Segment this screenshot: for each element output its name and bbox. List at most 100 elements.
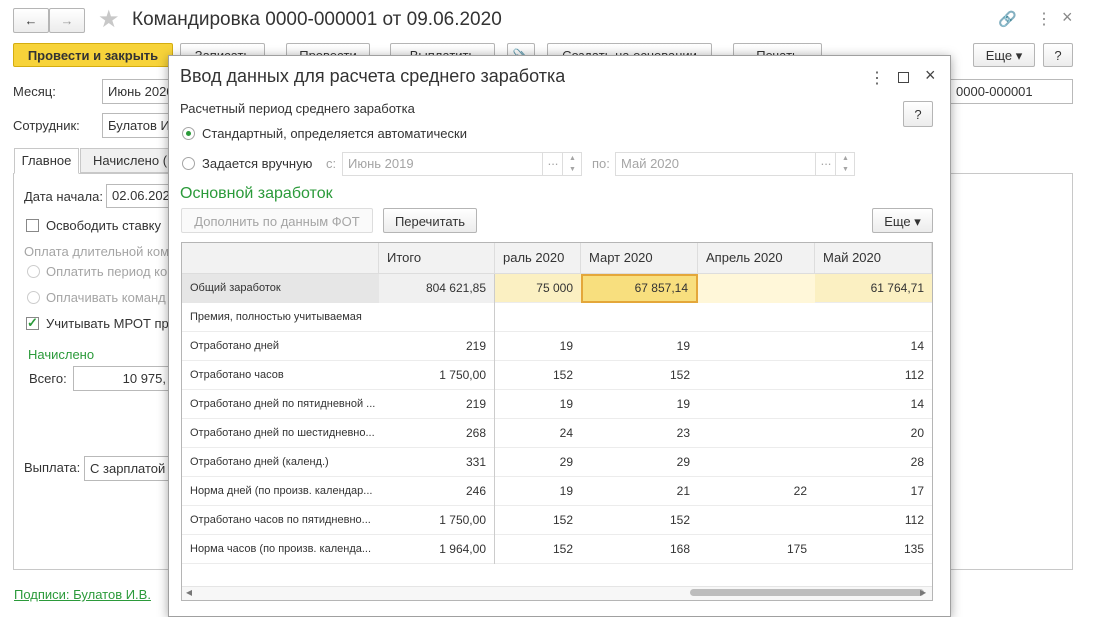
- table-cell[interactable]: 112: [904, 368, 924, 382]
- pay-period-radio[interactable]: [27, 265, 40, 278]
- dialog-help[interactable]: ?: [903, 101, 933, 127]
- table-cell[interactable]: 29: [559, 455, 573, 469]
- link-icon[interactable]: 🔗: [998, 11, 1017, 28]
- table-cell[interactable]: [815, 303, 932, 332]
- pay-trip-radio[interactable]: [27, 291, 40, 304]
- employee-field[interactable]: Булатов И: [102, 113, 172, 138]
- table-cell[interactable]: 61 764,71: [870, 281, 924, 295]
- table-cell[interactable]: 28: [910, 455, 924, 469]
- dialog-menu[interactable]: ⋮: [869, 70, 885, 87]
- row-name[interactable]: Норма дней (по произв. календар...: [190, 485, 373, 497]
- row-name[interactable]: Отработано дней (календ.): [190, 456, 329, 468]
- column-header[interactable]: раль 2020: [495, 243, 581, 274]
- table-cell[interactable]: [698, 274, 815, 303]
- table-cell[interactable]: 19: [676, 339, 690, 353]
- scroll-thumb[interactable]: [690, 589, 924, 596]
- scroll-right[interactable]: ▶: [920, 588, 927, 597]
- column-header[interactable]: Май 2020: [815, 243, 932, 274]
- table-cell[interactable]: 19: [559, 397, 573, 411]
- table-cell[interactable]: 21: [676, 484, 690, 498]
- column-header[interactable]: [182, 243, 379, 274]
- to-spin[interactable]: ▲ ▼: [835, 153, 855, 175]
- back-button[interactable]: ←: [13, 8, 49, 33]
- table-cell[interactable]: 804 621,85: [379, 274, 495, 303]
- table-cell[interactable]: 67 857,14: [581, 274, 698, 303]
- dialog-more-button[interactable]: Еще ▾: [872, 208, 933, 233]
- table-cell[interactable]: 152: [552, 513, 573, 527]
- table-cell[interactable]: 22: [793, 484, 807, 498]
- table-cell[interactable]: 268: [379, 419, 495, 448]
- table-cell[interactable]: 17: [910, 484, 924, 498]
- row-name[interactable]: Отработано дней по шестидневно...: [190, 427, 375, 439]
- dialog-close[interactable]: ×: [925, 65, 936, 85]
- table-cell[interactable]: 246: [379, 477, 495, 506]
- table-cell[interactable]: [698, 448, 815, 477]
- table-cell[interactable]: 14: [910, 397, 924, 411]
- column-header[interactable]: Итого: [379, 243, 495, 274]
- favorite-star[interactable]: ★: [98, 6, 120, 33]
- table-cell[interactable]: 152: [669, 368, 690, 382]
- tab-accrued[interactable]: Начислено (: [80, 148, 172, 173]
- row-name[interactable]: Отработано часов: [190, 369, 284, 381]
- from-select[interactable]: ...: [542, 153, 563, 175]
- scroll-left[interactable]: ◀: [186, 588, 193, 597]
- table-cell[interactable]: [698, 361, 815, 390]
- reread-button[interactable]: Перечитать: [383, 208, 477, 233]
- table-cell[interactable]: 219: [379, 332, 495, 361]
- table-cell[interactable]: 331: [379, 448, 495, 477]
- table-cell[interactable]: 1 750,00: [379, 361, 495, 390]
- mrot-checkbox[interactable]: ✓: [26, 315, 39, 330]
- table-cell[interactable]: 23: [676, 426, 690, 440]
- table-cell[interactable]: 20: [910, 426, 924, 440]
- start-field[interactable]: 02.06.202: [106, 184, 172, 208]
- more-button[interactable]: Еще ▾: [973, 43, 1035, 67]
- table-cell[interactable]: 24: [559, 426, 573, 440]
- to-select[interactable]: ...: [815, 153, 836, 175]
- table-cell[interactable]: [581, 303, 698, 332]
- standard-radio[interactable]: [182, 127, 195, 140]
- table-cell[interactable]: 152: [669, 513, 690, 527]
- dialog-maximize[interactable]: [898, 72, 909, 83]
- table-cell[interactable]: 152: [552, 542, 573, 556]
- table-cell[interactable]: 29: [676, 455, 690, 469]
- table-cell[interactable]: 1 964,00: [379, 535, 495, 564]
- signatures-link[interactable]: Подписи: Булатов И.В.: [14, 587, 151, 602]
- menu-icon[interactable]: ⋮: [1036, 11, 1052, 28]
- tab-main[interactable]: Главное: [14, 148, 79, 174]
- row-name[interactable]: Отработано дней по пятидневной ...: [190, 398, 376, 410]
- column-header[interactable]: Март 2020: [581, 243, 698, 274]
- row-name[interactable]: Норма часов (по произв. календа...: [190, 543, 372, 555]
- month-field[interactable]: Июнь 2020: [102, 79, 172, 104]
- table-cell[interactable]: 175: [786, 542, 807, 556]
- row-name[interactable]: Общий заработок: [182, 274, 379, 303]
- table-cell[interactable]: 14: [910, 339, 924, 353]
- row-name[interactable]: Отработано часов по пятидневно...: [190, 514, 371, 526]
- table-cell[interactable]: 19: [559, 484, 573, 498]
- free-rate-checkbox[interactable]: [26, 219, 39, 232]
- table-cell[interactable]: [379, 303, 495, 332]
- table-cell[interactable]: [698, 419, 815, 448]
- forward-button[interactable]: →: [49, 8, 85, 33]
- row-name[interactable]: Премия, полностью учитываемая: [190, 311, 362, 323]
- post-close-button[interactable]: Провести и закрыть: [13, 43, 173, 67]
- table-cell[interactable]: 152: [552, 368, 573, 382]
- number-field[interactable]: 0000-000001: [950, 79, 1073, 104]
- table-cell[interactable]: 75 000: [536, 281, 573, 295]
- column-header[interactable]: Апрель 2020: [698, 243, 815, 274]
- table-cell[interactable]: [698, 390, 815, 419]
- table-cell[interactable]: 135: [903, 542, 924, 556]
- manual-radio[interactable]: [182, 157, 195, 170]
- table-cell[interactable]: [698, 332, 815, 361]
- help-button[interactable]: ?: [1043, 43, 1073, 67]
- table-cell[interactable]: [495, 303, 581, 332]
- table-cell[interactable]: 112: [904, 513, 924, 527]
- table-cell[interactable]: 1 750,00: [379, 506, 495, 535]
- from-spin[interactable]: ▲ ▼: [562, 153, 582, 175]
- table-cell[interactable]: 19: [676, 397, 690, 411]
- table-cell[interactable]: 19: [559, 339, 573, 353]
- table-cell[interactable]: 219: [379, 390, 495, 419]
- payout-field[interactable]: С зарплатой: [84, 456, 172, 481]
- table-cell[interactable]: 168: [669, 542, 690, 556]
- row-name[interactable]: Отработано дней: [190, 340, 280, 352]
- total-field[interactable]: 10 975,: [73, 366, 172, 391]
